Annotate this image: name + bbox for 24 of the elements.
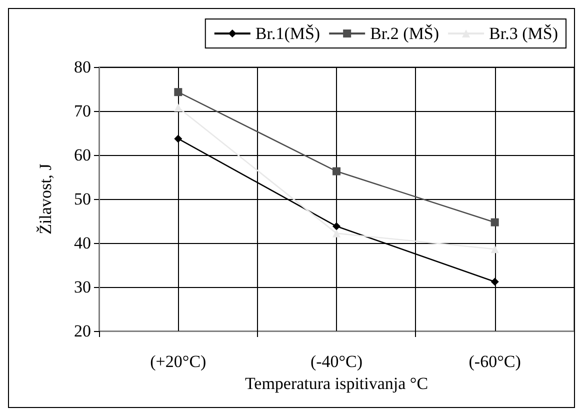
x-tick-label: (-40°C) [310, 352, 363, 371]
point [490, 245, 499, 254]
y-axis-title: Žilavost, J [36, 163, 55, 234]
point [332, 222, 340, 230]
y-tick-label: 80 [74, 58, 91, 76]
y-tick-label: 70 [74, 102, 91, 120]
point [332, 229, 340, 238]
x-tick-label: (-60°C) [468, 352, 521, 371]
legend-label: Br.3 (MŠ) [489, 24, 558, 43]
x-tick-label: (+20°C) [150, 352, 206, 371]
y-tick-label: 20 [74, 322, 91, 340]
point [490, 278, 499, 286]
point [174, 103, 182, 112]
y-tick-label: 40 [74, 234, 91, 252]
legend-label: Br.1(MŠ) [255, 24, 320, 43]
point [332, 167, 340, 176]
x-axis-title: Temperatura ispitivanja °C [244, 374, 428, 393]
point [490, 218, 499, 226]
point [174, 134, 182, 143]
legend-label: Br.2 (MŠ) [370, 24, 440, 43]
point [174, 88, 182, 96]
y-tick-label: 50 [74, 190, 91, 208]
y-tick-label: 30 [74, 278, 91, 296]
y-tick-label: 60 [74, 146, 91, 164]
